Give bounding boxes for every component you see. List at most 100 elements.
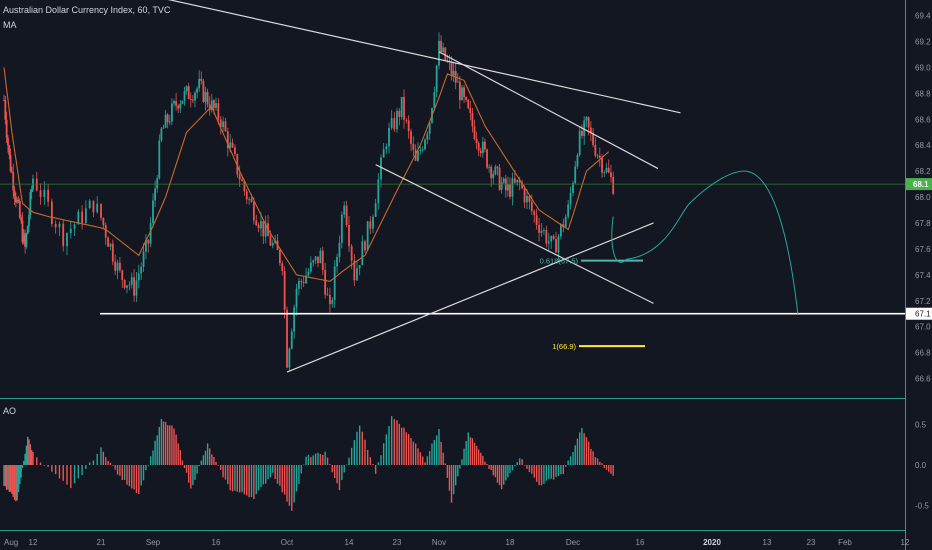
candle-body[interactable]: [171, 103, 173, 122]
candle-body[interactable]: [24, 233, 26, 247]
candle-body[interactable]: [456, 81, 459, 83]
candle-body[interactable]: [20, 217, 23, 221]
candle-body[interactable]: [578, 130, 581, 156]
candle-body[interactable]: [540, 230, 543, 233]
candle-body[interactable]: [523, 188, 526, 203]
candle-body[interactable]: [200, 78, 203, 81]
candle-body[interactable]: [528, 195, 531, 202]
candle-body[interactable]: [222, 121, 224, 128]
candle-body[interactable]: [35, 178, 38, 191]
candle-body[interactable]: [226, 131, 229, 149]
candle-body[interactable]: [581, 130, 583, 136]
candle-body[interactable]: [198, 78, 201, 89]
candle-body[interactable]: [458, 81, 461, 101]
candle-body[interactable]: [496, 166, 499, 168]
candle-body[interactable]: [438, 40, 440, 66]
candle-body[interactable]: [559, 224, 562, 237]
candle-body[interactable]: [26, 226, 29, 234]
candle-body[interactable]: [572, 183, 574, 193]
candle-body[interactable]: [166, 114, 169, 123]
candle-body[interactable]: [22, 233, 25, 243]
candle-body[interactable]: [317, 256, 319, 264]
candle-body[interactable]: [481, 141, 484, 154]
candle-body[interactable]: [380, 157, 382, 180]
candle-body[interactable]: [494, 166, 497, 175]
candle-body[interactable]: [175, 101, 177, 106]
candle-body[interactable]: [326, 294, 329, 296]
candle-body[interactable]: [66, 233, 68, 247]
candle-body[interactable]: [471, 112, 474, 127]
candle-body[interactable]: [217, 103, 220, 120]
candle-body[interactable]: [210, 100, 213, 111]
candle-body[interactable]: [385, 146, 388, 150]
candle-body[interactable]: [555, 239, 557, 253]
candle-body[interactable]: [92, 200, 95, 213]
candle-body[interactable]: [530, 201, 533, 211]
candle-body[interactable]: [142, 251, 145, 267]
candle-body[interactable]: [382, 149, 385, 158]
candle-body[interactable]: [135, 280, 138, 296]
candle-body[interactable]: [533, 210, 536, 216]
candle-body[interactable]: [547, 241, 550, 244]
candle-body[interactable]: [492, 174, 495, 179]
candle-body[interactable]: [7, 137, 9, 146]
candle-body[interactable]: [348, 224, 350, 247]
candle-body[interactable]: [521, 182, 524, 189]
candle-body[interactable]: [224, 121, 227, 132]
candle-body[interactable]: [377, 179, 380, 204]
candle-body[interactable]: [11, 171, 13, 173]
candle-body[interactable]: [100, 203, 102, 218]
candle-body[interactable]: [469, 108, 472, 113]
candle-body[interactable]: [109, 243, 112, 247]
candle-body[interactable]: [77, 211, 80, 225]
candle-body[interactable]: [154, 188, 156, 201]
candle-body[interactable]: [128, 284, 131, 286]
candle-body[interactable]: [298, 280, 300, 289]
candle-body[interactable]: [81, 211, 84, 223]
candle-body[interactable]: [594, 145, 597, 156]
candle-body[interactable]: [4, 100, 7, 120]
candle-body[interactable]: [479, 150, 482, 154]
candle-body[interactable]: [111, 243, 114, 262]
candle-body[interactable]: [250, 198, 253, 202]
candle-body[interactable]: [9, 154, 12, 172]
candle-body[interactable]: [14, 196, 17, 203]
candle-body[interactable]: [500, 182, 503, 190]
candle-body[interactable]: [587, 117, 590, 128]
ao-indicator-label[interactable]: AO: [3, 406, 17, 416]
candle-body[interactable]: [13, 190, 16, 197]
candle-body[interactable]: [140, 266, 143, 274]
candle-body[interactable]: [576, 155, 579, 167]
candle-body[interactable]: [62, 223, 65, 247]
candle-body[interactable]: [592, 132, 594, 146]
candle-body[interactable]: [400, 96, 403, 117]
candle-body[interactable]: [607, 167, 610, 173]
candle-body[interactable]: [424, 139, 426, 150]
candle-body[interactable]: [192, 99, 194, 101]
candle-body[interactable]: [245, 191, 248, 200]
candle-body[interactable]: [410, 131, 412, 144]
candle-body[interactable]: [589, 127, 592, 133]
candle-body[interactable]: [156, 178, 159, 189]
candle-body[interactable]: [16, 199, 19, 203]
candlestick-series[interactable]: [3, 32, 615, 371]
candle-body[interactable]: [179, 103, 182, 109]
candle-body[interactable]: [507, 184, 509, 191]
ma-line[interactable]: [3, 67, 610, 282]
candle-body[interactable]: [329, 294, 331, 305]
candle-body[interactable]: [516, 179, 519, 183]
candle-body[interactable]: [484, 141, 486, 150]
candle-body[interactable]: [605, 167, 608, 172]
candle-body[interactable]: [569, 192, 572, 205]
candle-body[interactable]: [164, 114, 167, 128]
candle-body[interactable]: [417, 151, 419, 161]
candle-body[interactable]: [463, 87, 465, 98]
candle-body[interactable]: [162, 127, 165, 129]
candle-body[interactable]: [610, 172, 612, 178]
candle-body[interactable]: [29, 191, 32, 216]
candle-body[interactable]: [30, 189, 33, 192]
candle-body[interactable]: [241, 179, 243, 182]
price-pane[interactable]: 0.618(67.5) 1(66.9): [0, 0, 905, 399]
ao-histogram[interactable]: [3, 416, 614, 511]
candle-body[interactable]: [73, 224, 76, 229]
